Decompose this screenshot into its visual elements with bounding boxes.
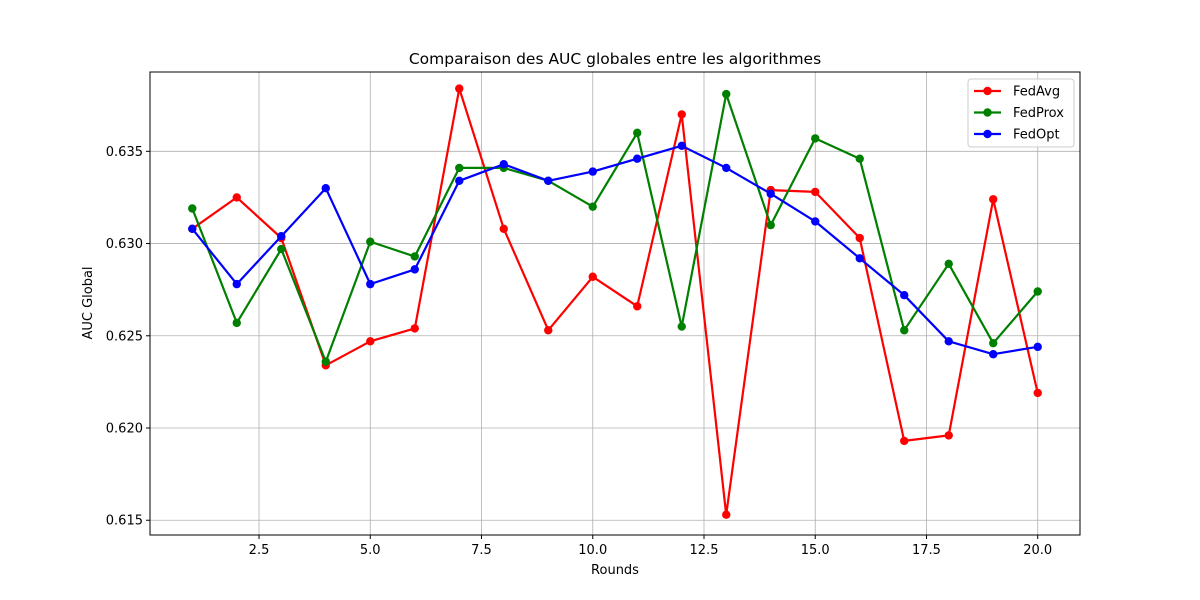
data-point-fedavg: [410, 324, 419, 333]
series-line-fedopt: [191, 144, 1038, 356]
data-point-fedopt: [277, 231, 286, 241]
data-point-fedprox: [677, 322, 686, 331]
data-point-fedopt: [989, 350, 998, 359]
data-point-fedprox: [321, 357, 330, 366]
x-tick-label: 5.0: [360, 543, 381, 558]
series-line-fedprox: [191, 92, 1039, 363]
data-point-fedopt: [544, 176, 553, 186]
data-point-fedopt: [811, 217, 820, 226]
x-tick-label: 12.5: [690, 543, 719, 558]
data-point-fedprox: [277, 244, 286, 254]
data-point-fedopt: [588, 167, 597, 176]
x-tick-label: 2.5: [249, 543, 270, 558]
y-axis-title: AUC Global: [81, 266, 96, 339]
x-tick-label: 15.0: [801, 543, 830, 558]
legend-box: [967, 78, 1075, 148]
data-point-fedavg: [544, 326, 553, 335]
y-tick-label: 0.635: [106, 145, 143, 160]
data-point-fedopt: [232, 279, 241, 289]
series-fedopt: [188, 141, 1042, 359]
data-point-fedprox: [410, 252, 419, 261]
data-point-fedprox: [455, 163, 464, 173]
data-point-fedavg: [811, 187, 820, 197]
data-point-fedopt: [366, 279, 375, 289]
data-point-fedopt: [633, 154, 642, 163]
data-point-fedopt: [766, 189, 775, 198]
data-point-fedprox: [766, 220, 775, 230]
series-line-fedavg: [191, 87, 1039, 516]
legend-label-fedavg: FedAvg: [1013, 85, 1060, 100]
chart-title: Comparaison des AUC globales entre les a…: [409, 50, 821, 68]
y-tick-label: 0.630: [106, 237, 143, 252]
x-tick-label: 10.0: [578, 543, 607, 558]
legend-label-fedopt: FedOpt: [1013, 128, 1060, 143]
data-point-fedavg: [633, 302, 642, 311]
series-fedprox: [188, 89, 1042, 366]
x-tick-label: 20.0: [1023, 543, 1052, 558]
x-tick-label: 7.5: [471, 543, 492, 558]
legend-marker-fedprox: [983, 108, 992, 117]
data-point-fedopt: [722, 163, 731, 173]
data-point-fedavg: [855, 233, 864, 243]
series-layer: [188, 84, 1042, 519]
data-point-fedprox: [1033, 287, 1042, 296]
data-point-fedprox: [900, 326, 909, 335]
legend-marker-fedopt: [983, 129, 992, 139]
plot-frame: [149, 71, 1081, 536]
data-point-fedprox: [588, 202, 597, 211]
legend-marker-fedavg: [983, 86, 992, 96]
data-point-fedprox: [633, 128, 642, 138]
data-point-fedavg: [588, 272, 597, 281]
legend: FedAvg FedProx FedOpt: [967, 78, 1075, 148]
data-point-fedprox: [989, 338, 998, 348]
data-point-fedprox: [722, 89, 731, 99]
data-point-fedavg: [499, 224, 508, 233]
data-point-fedopt: [677, 141, 686, 150]
data-point-fedopt: [855, 254, 864, 263]
data-point-fedopt: [944, 337, 953, 346]
data-point-fedavg: [455, 84, 464, 93]
data-point-fedopt: [455, 176, 464, 186]
data-point-fedavg: [232, 193, 241, 202]
data-point-fedprox: [188, 204, 197, 213]
legend-label-fedprox: FedProx: [1013, 106, 1064, 121]
data-point-fedprox: [232, 318, 241, 328]
y-tick-label: 0.620: [106, 422, 143, 437]
data-point-fedopt: [321, 184, 330, 193]
data-point-fedavg: [366, 337, 375, 346]
y-tick-label: 0.615: [106, 514, 143, 529]
data-point-fedopt: [188, 224, 197, 233]
data-point-fedavg: [677, 110, 686, 119]
data-point-fedprox: [855, 154, 864, 163]
data-point-fedavg: [989, 195, 998, 204]
data-point-fedprox: [944, 259, 953, 269]
data-point-fedopt: [1033, 342, 1042, 352]
data-point-fedavg: [900, 436, 909, 446]
data-point-fedprox: [811, 134, 820, 143]
y-tick-label: 0.625: [106, 329, 143, 344]
data-point-fedavg: [1033, 388, 1042, 398]
data-point-fedprox: [366, 237, 375, 246]
data-point-fedopt: [900, 290, 909, 300]
data-point-fedavg: [944, 431, 953, 440]
x-axis-title: Rounds: [591, 563, 639, 578]
grid: [150, 72, 1080, 535]
data-point-fedavg: [722, 510, 731, 519]
series-fedavg: [188, 84, 1042, 519]
x-tick-label: 17.5: [912, 543, 941, 558]
axis-ticks: 2.5 5.0 7.5 10.0 12.5 15.0 17.5 20.0 0.615 0.620 0…: [106, 145, 1052, 558]
data-point-fedopt: [410, 265, 419, 274]
data-point-fedopt: [499, 160, 508, 169]
